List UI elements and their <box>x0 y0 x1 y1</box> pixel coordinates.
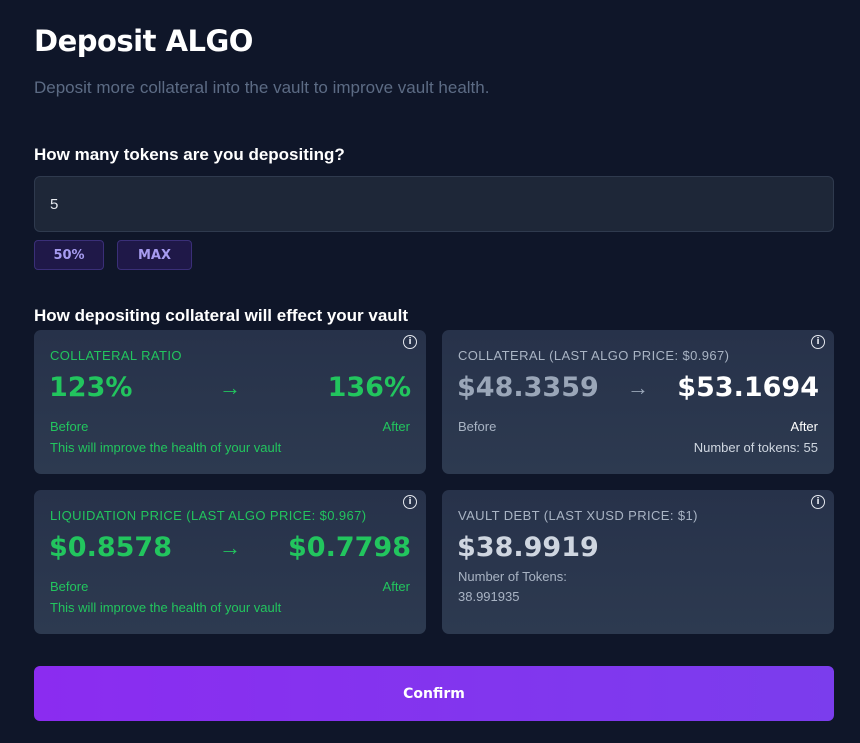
arrow-right-icon: → <box>219 375 241 400</box>
after-label: After <box>382 419 410 434</box>
arrow-right-icon: → <box>219 535 241 560</box>
fifty-percent-button[interactable]: 50% <box>34 240 104 270</box>
liquidation-price-before-value: $0.8578 <box>49 532 172 563</box>
health-note: This will improve the health of your vau… <box>50 600 282 615</box>
vault-debt-label: VAULT DEBT (LAST XUSD PRICE: $1) <box>458 508 698 523</box>
info-icon[interactable]: i <box>811 495 825 509</box>
vault-debt-tokens-label: Number of Tokens: <box>458 569 567 584</box>
liquidation-price-label: LIQUIDATION PRICE (LAST ALGO PRICE: $0.9… <box>50 508 367 523</box>
vault-debt-card: i VAULT DEBT (LAST XUSD PRICE: $1) $38.9… <box>442 490 834 634</box>
info-icon[interactable]: i <box>811 335 825 349</box>
before-label: Before <box>50 419 89 434</box>
max-button[interactable]: MAX <box>117 240 192 270</box>
info-icon[interactable]: i <box>403 335 417 349</box>
vault-debt-value: $38.9919 <box>457 532 599 563</box>
collateral-ratio-after-value: 136% <box>327 372 411 403</box>
deposit-amount-label: How many tokens are you depositing? <box>34 145 345 164</box>
collateral-ratio-before-value: 123% <box>49 372 133 403</box>
confirm-button[interactable]: Confirm <box>34 666 834 721</box>
collateral-after-value: $53.1694 <box>677 372 819 403</box>
page-subtitle: Deposit more collateral into the vault t… <box>34 78 490 97</box>
health-note: This will improve the health of your vau… <box>50 440 282 455</box>
collateral-card: i COLLATERAL (LAST ALGO PRICE: $0.967) $… <box>442 330 834 474</box>
liquidation-price-card: i LIQUIDATION PRICE (LAST ALGO PRICE: $0… <box>34 490 426 634</box>
effect-heading: How depositing collateral will effect yo… <box>34 306 409 325</box>
collateral-label: COLLATERAL (LAST ALGO PRICE: $0.967) <box>458 348 730 363</box>
deposit-amount-input[interactable] <box>34 176 834 232</box>
before-label: Before <box>458 419 497 434</box>
collateral-ratio-label: COLLATERAL RATIO <box>50 348 182 363</box>
liquidation-price-after-value: $0.7798 <box>288 532 411 563</box>
after-label: After <box>382 579 410 594</box>
vault-debt-tokens-value: 38.991935 <box>458 589 520 604</box>
arrow-right-icon: → <box>627 375 649 400</box>
info-icon[interactable]: i <box>403 495 417 509</box>
after-label: After <box>790 419 818 434</box>
collateral-before-value: $48.3359 <box>457 372 599 403</box>
before-label: Before <box>50 579 89 594</box>
page-title: Deposit ALGO <box>34 24 253 58</box>
collateral-ratio-card: i COLLATERAL RATIO 123% → 136% Before Af… <box>34 330 426 474</box>
collateral-token-count: Number of tokens: 55 <box>693 440 818 455</box>
